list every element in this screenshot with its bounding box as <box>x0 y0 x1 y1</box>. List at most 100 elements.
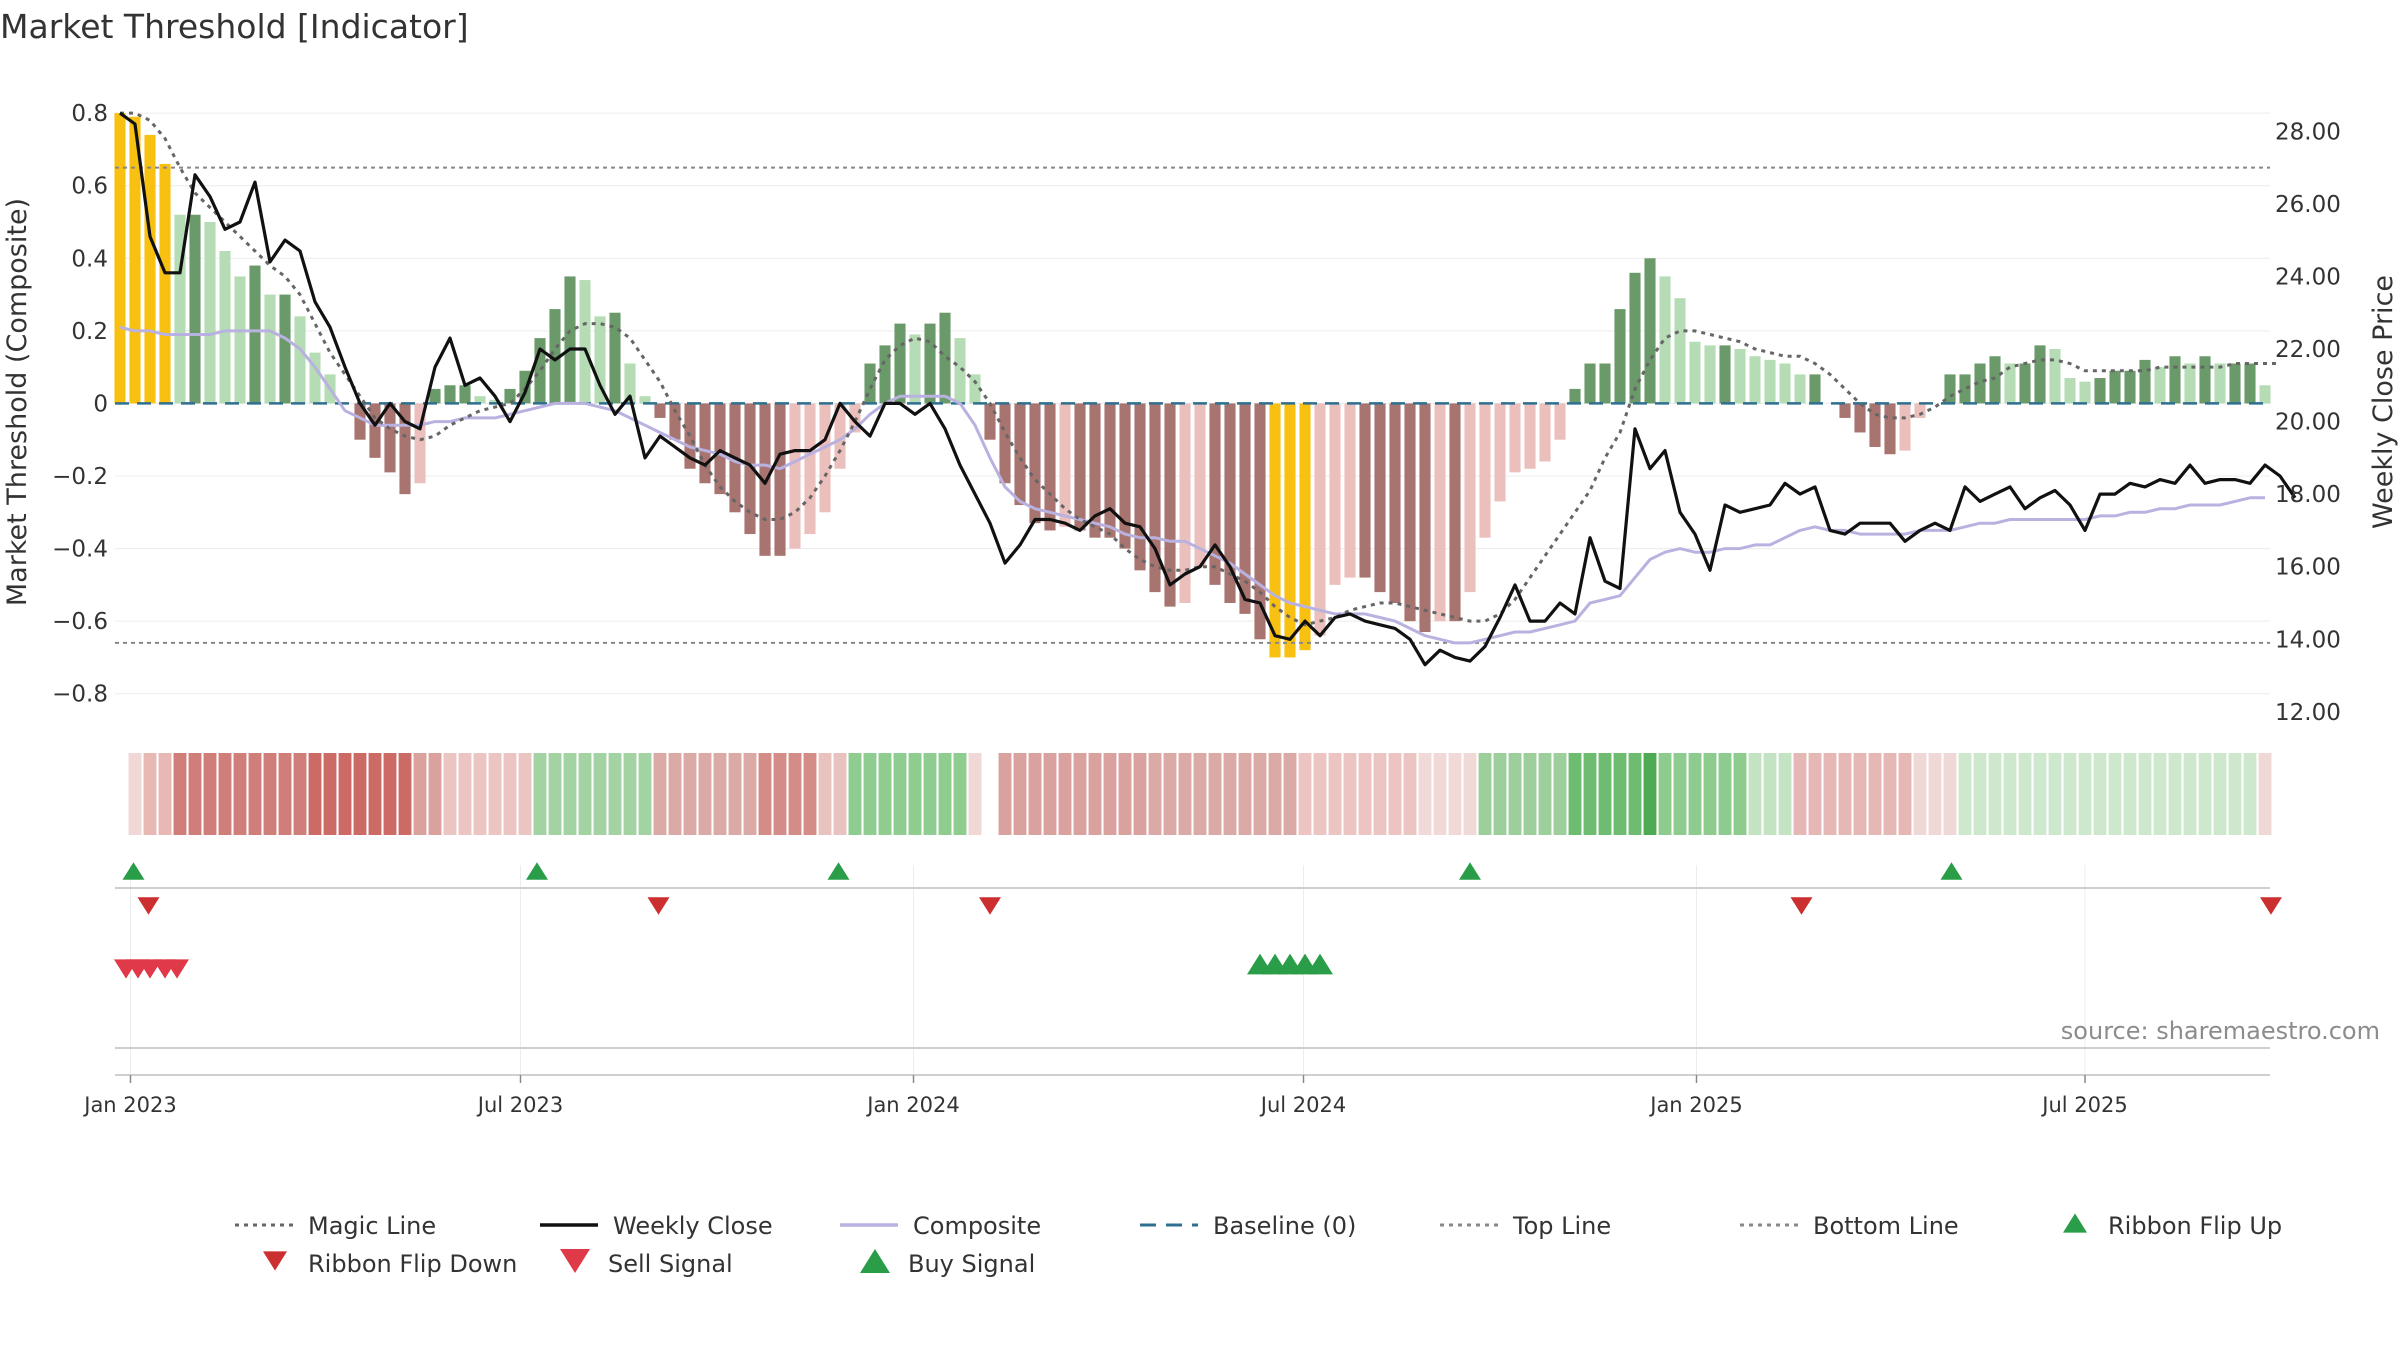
ribbon-cell <box>143 753 157 835</box>
histogram-bar <box>1164 403 1176 607</box>
histogram-bar <box>1209 403 1221 585</box>
histogram-bar <box>1014 403 1026 506</box>
ribbon-cell <box>1103 753 1117 835</box>
ribbon-cell <box>188 753 202 835</box>
ribbon-cell <box>1733 753 1747 835</box>
histogram-bar <box>759 403 771 556</box>
buy-signal-marker <box>1307 953 1333 975</box>
right-tick-label: 18.00 <box>2275 482 2341 508</box>
histogram-bar <box>474 396 486 404</box>
ribbon-cell <box>2048 753 2062 835</box>
legend-label: Sell Signal <box>608 1250 733 1278</box>
ribbon-cell <box>818 753 832 835</box>
histogram-bar <box>1314 403 1326 636</box>
histogram-bar <box>1134 403 1146 571</box>
left-tick-label: −0.8 <box>52 682 108 708</box>
histogram-bar <box>714 403 726 495</box>
histogram-bar <box>774 403 786 556</box>
ribbon-cell <box>173 753 187 835</box>
ribbon-flip-up-marker <box>827 862 850 880</box>
x-tick-label: Jan 2025 <box>1648 1093 1743 1117</box>
histogram-bar <box>1884 403 1896 455</box>
histogram-bar <box>1554 403 1566 440</box>
histogram-bar <box>1044 403 1056 531</box>
histogram-bar <box>1629 272 1641 404</box>
ribbon-cell <box>893 753 907 835</box>
ribbon-cell <box>1328 753 1342 835</box>
histogram-bar <box>1764 359 1776 404</box>
histogram-bar <box>459 385 471 404</box>
x-tick-label: Jul 2023 <box>476 1093 563 1117</box>
ribbon-cell <box>1928 753 1942 835</box>
histogram-bar <box>369 403 381 458</box>
ribbon-cell <box>548 753 562 835</box>
ribbon-cell <box>878 753 892 835</box>
histogram-bar <box>819 403 831 513</box>
left-tick-label: −0.4 <box>52 537 108 563</box>
ribbon-cell <box>1088 753 1102 835</box>
ribbon-cell <box>2198 753 2212 835</box>
ribbon-cell <box>518 753 532 835</box>
ribbon-cell <box>1898 753 1912 835</box>
histogram-bar <box>984 403 996 440</box>
ribbon-cell <box>1118 753 1132 835</box>
ribbon-cell <box>1703 753 1717 835</box>
ribbon-cell <box>158 753 172 835</box>
right-tick-label: 26.00 <box>2275 192 2341 218</box>
ribbon-cell <box>1388 753 1402 835</box>
ribbon-cell <box>1838 753 1852 835</box>
histogram-bar <box>1329 403 1341 585</box>
histogram-bar <box>249 265 261 404</box>
ribbon-cell <box>743 753 757 835</box>
ribbon-cell <box>1193 753 1207 835</box>
ribbon-cell <box>1688 753 1702 835</box>
histogram-bar <box>2049 349 2061 404</box>
ribbon-flip-down-marker <box>1790 897 1813 915</box>
histogram-bar <box>2169 356 2181 404</box>
ribbon-cell <box>578 753 592 835</box>
ribbon-cell <box>1433 753 1447 835</box>
ribbon-cell <box>2093 753 2107 835</box>
histogram-bar <box>1344 403 1356 578</box>
ribbon-cell <box>1223 753 1237 835</box>
histogram-bar <box>1434 403 1446 622</box>
left-tick-label: 0.2 <box>71 319 108 345</box>
ribbon-cell <box>128 753 142 835</box>
ribbon-cell <box>1373 753 1387 835</box>
ribbon-cell <box>713 753 727 835</box>
histogram-bar <box>1104 403 1116 538</box>
histogram-bar <box>1974 363 1986 404</box>
ribbon-cell <box>1583 753 1597 835</box>
histogram-bar <box>1689 341 1701 404</box>
ribbon-cell <box>923 753 937 835</box>
histogram-bar <box>654 403 666 418</box>
ribbon-cell <box>203 753 217 835</box>
legend: Magic Line Weekly Close Composite Baseline … <box>235 1212 2282 1278</box>
histogram-bar <box>1479 403 1491 538</box>
right-tick-label: 24.00 <box>2275 264 2341 290</box>
histogram-bar <box>294 316 306 404</box>
legend-label: Bottom Line <box>1813 1212 1959 1240</box>
ribbon-cell <box>218 753 232 835</box>
ribbon-cell <box>1718 753 1732 835</box>
ribbon-flip-up-marker <box>526 862 548 880</box>
legend-label: Top Line <box>1512 1212 1611 1240</box>
histogram-bar <box>1449 403 1461 622</box>
histogram-bar <box>1464 403 1476 593</box>
histogram-bar <box>2244 363 2256 404</box>
ribbon-cell <box>1808 753 1822 835</box>
ribbon-cell <box>638 753 652 835</box>
ribbon-cell <box>1988 753 2002 835</box>
ribbon-cell <box>1058 753 1072 835</box>
legend-label: Composite <box>913 1212 1041 1240</box>
ribbon-cell <box>1748 753 1762 835</box>
ribbon-cell <box>773 753 787 835</box>
histogram-bar <box>309 352 321 404</box>
histogram-bar <box>444 385 456 404</box>
ribbon-cell <box>758 753 772 835</box>
histogram-bar <box>1584 363 1596 404</box>
ribbon-cell <box>1448 753 1462 835</box>
magic-line <box>120 111 2280 627</box>
ribbon-cell <box>368 753 382 835</box>
ribbon-cell <box>938 753 952 835</box>
